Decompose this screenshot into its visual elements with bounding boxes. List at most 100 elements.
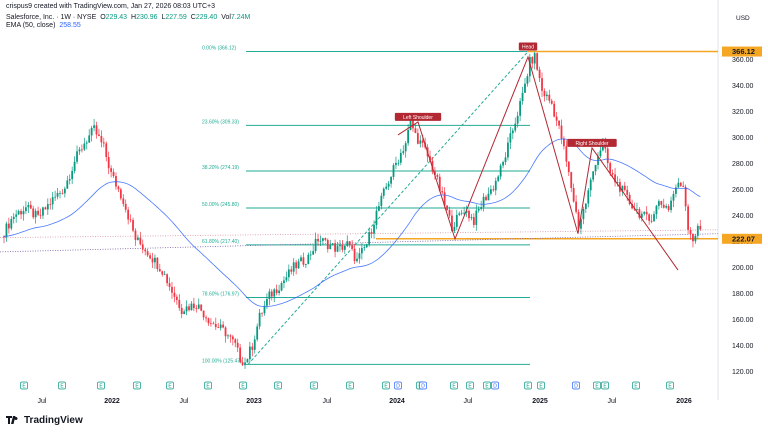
candle-body: [689, 229, 692, 234]
high-label: H: [131, 14, 137, 21]
candle-body: [93, 125, 95, 128]
candle-body: [105, 143, 108, 158]
candle-body: [545, 94, 548, 97]
event-marker-letter: E: [452, 384, 456, 390]
candle-body: [202, 310, 205, 318]
candle-body: [560, 125, 563, 139]
candle-body: [662, 204, 665, 208]
event-marker-letter: E: [276, 384, 280, 390]
candle-body: [12, 216, 15, 220]
candle-body: [68, 179, 71, 181]
candle-body: [638, 209, 641, 218]
candle-body: [239, 347, 242, 363]
candle-body: [533, 53, 536, 64]
candle-body: [589, 179, 592, 191]
candle-body: [212, 323, 215, 325]
candle-body: [280, 283, 283, 291]
candle-body: [390, 176, 392, 184]
candle-body: [263, 305, 266, 314]
candle-body: [283, 280, 285, 284]
candle-body: [360, 248, 363, 254]
candle-body: [29, 204, 32, 209]
candle-body: [631, 204, 633, 209]
candle-body: [156, 257, 159, 270]
ema-50-line: [3, 138, 701, 307]
x-tick-label: Jul: [180, 398, 189, 405]
tradingview-logo[interactable]: TradingView: [6, 415, 83, 426]
candle-body: [404, 143, 407, 152]
candle-body: [684, 186, 687, 207]
candle-body: [665, 206, 668, 208]
event-marker: [394, 381, 402, 390]
candle-body: [368, 232, 371, 245]
candle-body: [616, 182, 619, 183]
candle-body: [409, 119, 412, 130]
candle-body: [324, 238, 327, 240]
candle-body: [414, 128, 417, 134]
y-tick-label: 320.00: [732, 109, 754, 116]
event-marker-letter: E: [206, 384, 210, 390]
candle-body: [538, 69, 541, 79]
ema-value: 258.55: [59, 22, 81, 29]
candle-body: [584, 203, 587, 209]
candle-body: [195, 308, 198, 309]
candle-body: [158, 269, 161, 272]
candle-body: [136, 237, 139, 240]
candle-body: [441, 191, 444, 193]
candle-body: [565, 146, 568, 162]
candle-body: [387, 183, 390, 187]
fib-level-label: 23.60% (309.33): [202, 119, 239, 125]
candle-body: [645, 211, 648, 215]
candle-body: [514, 123, 517, 131]
candle-body: [185, 306, 188, 312]
candle-body: [297, 261, 300, 269]
event-marker: [97, 381, 105, 390]
symbol-label: Salesforce, Inc. · 1W · NYSE: [6, 14, 97, 21]
candle-body: [555, 116, 558, 121]
x-tick-label: Jul: [464, 398, 473, 405]
candle-body: [95, 125, 98, 135]
candle-body: [643, 211, 646, 214]
candle-body: [650, 220, 653, 222]
left-shoulder-label: Left Shoulder: [403, 115, 433, 121]
left-shoulder-label-bg: [394, 112, 442, 121]
candle-body: [499, 165, 502, 177]
event-marker-letter: E: [22, 384, 26, 390]
event-marker: [666, 381, 674, 390]
candle-body: [61, 192, 64, 194]
volume-label: Vol: [221, 14, 231, 21]
candle-body: [124, 203, 127, 210]
candle-body: [180, 307, 183, 314]
candle-body: [477, 208, 480, 211]
candle-body: [278, 290, 280, 294]
candle-body: [132, 220, 134, 231]
candle-body: [117, 186, 120, 190]
candle-body: [139, 237, 142, 245]
candle-body: [7, 223, 10, 229]
event-marker: [593, 381, 601, 390]
candle-body: [438, 176, 441, 192]
candle-body: [575, 201, 578, 212]
event-marker: [632, 381, 640, 390]
candle-body: [392, 165, 395, 177]
candle-body: [487, 193, 490, 201]
candle-body: [395, 162, 397, 166]
candle-body: [171, 286, 173, 293]
fib-level-label: 100.00% (125.47): [202, 358, 242, 364]
candle-body: [611, 173, 614, 175]
candle-body: [312, 251, 315, 255]
candle-body: [107, 157, 110, 169]
candle-body: [609, 163, 612, 174]
candle-body: [190, 303, 193, 311]
candle-body: [407, 129, 410, 144]
candle-body: [453, 226, 456, 232]
candle-body: [463, 212, 466, 214]
candle-body: [446, 205, 448, 210]
candle-body: [504, 157, 507, 163]
candle-body: [475, 210, 478, 225]
candle-body: [34, 210, 37, 218]
candle-body: [677, 182, 680, 188]
candle-body: [210, 323, 212, 325]
event-marker-letter: E: [384, 384, 388, 390]
